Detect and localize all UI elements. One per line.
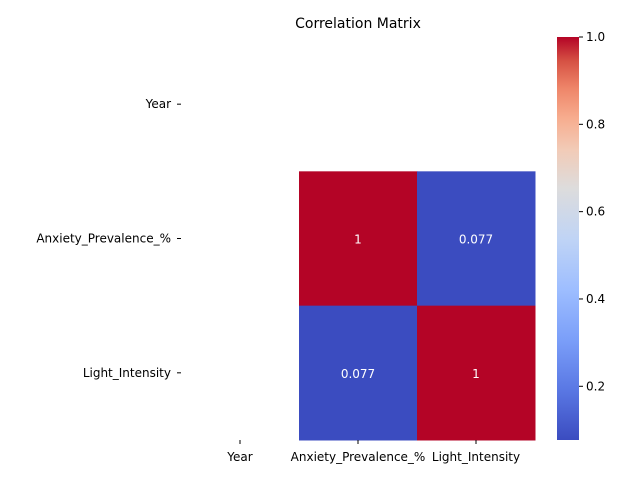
x-axis: Year Anxiety_Prevalence_% Light_Intensity <box>226 439 520 464</box>
colorbar-tick-label: 0.2 <box>586 379 605 393</box>
heatmap-cell <box>417 171 536 307</box>
cell-value-label: 0.077 <box>341 367 375 381</box>
colorbar-gradient <box>557 37 579 440</box>
y-axis: Year Anxiety_Prevalence_% Light_Intensity <box>36 97 181 380</box>
colorbar-tick-label: 0.6 <box>586 205 605 219</box>
colorbar-ticks: 0.2 0.4 0.6 0.8 1.0 <box>579 30 605 393</box>
heatmap-cell <box>417 305 536 441</box>
cell-value-label: 1 <box>354 232 362 246</box>
chart-title: Correlation Matrix <box>295 16 421 32</box>
heatmap-cell <box>299 171 418 307</box>
cell-value-label: 0.077 <box>459 232 493 246</box>
cell-value-label: 1 <box>472 367 480 381</box>
colorbar-tick-label: 0.4 <box>586 292 605 306</box>
colorbar-tick-label: 1.0 <box>586 30 605 44</box>
heatmap-cell <box>299 305 418 441</box>
y-tick-label: Year <box>145 97 171 111</box>
y-tick-label: Light_Intensity <box>83 366 171 380</box>
colorbar-tick-label: 0.8 <box>586 117 605 131</box>
y-tick-label: Anxiety_Prevalence_% <box>36 231 171 245</box>
x-tick-label: Anxiety_Prevalence_% <box>291 450 426 464</box>
x-tick-label: Year <box>226 450 252 464</box>
x-tick-label: Light_Intensity <box>432 450 520 464</box>
heatmap-cells <box>299 171 536 441</box>
heatmap-cell-labels: 1 0.077 0.077 1 <box>341 232 493 380</box>
colorbar: 0.2 0.4 0.6 0.8 1.0 <box>557 30 605 440</box>
